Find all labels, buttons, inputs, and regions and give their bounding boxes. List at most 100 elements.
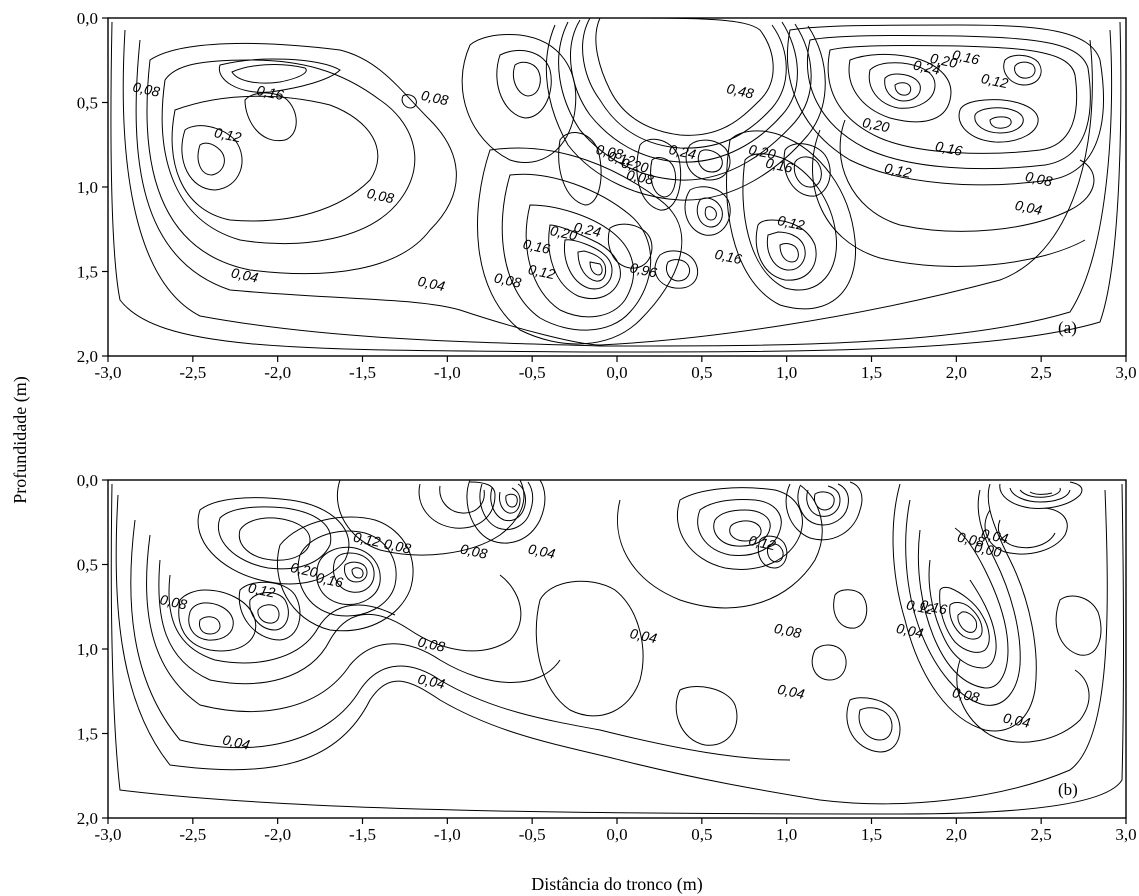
x-tick-label: 0,0 <box>606 363 627 382</box>
y-tick-label: 1,0 <box>77 640 98 659</box>
y-tick-label: 0,5 <box>77 94 98 113</box>
contour-label: 0,08 <box>951 684 981 705</box>
contour-label: 0,04 <box>980 525 1010 546</box>
contour-label: 0,12 <box>606 148 636 169</box>
panel-b-contours <box>110 479 1124 815</box>
contour-label: 0,16 <box>255 82 285 103</box>
y-tick-label: 1,0 <box>77 178 98 197</box>
contour-label: 0,04 <box>1002 710 1032 731</box>
x-tick-label: 3,0 <box>1115 825 1136 844</box>
panel-b-y-ticks: 0,0 0,5 1,0 1,5 2,0 <box>77 471 108 828</box>
panel-a-y-ticks: 0,0 0,5 1,0 1,5 2,0 <box>77 9 108 366</box>
contour-label: 0,04 <box>776 681 806 702</box>
x-tick-label: 3,0 <box>1115 363 1136 382</box>
x-tick-label: 0,5 <box>691 825 712 844</box>
contour-label: 0,24 <box>573 219 603 240</box>
contour-label: 0,16 <box>713 246 743 267</box>
x-tick-label: 2,0 <box>946 363 967 382</box>
contour-label: 0,08 <box>493 269 523 290</box>
panel-a-label: (a) <box>1058 318 1077 337</box>
x-tick-label: 0,0 <box>606 825 627 844</box>
x-tick-label: -2,5 <box>179 825 206 844</box>
panel-a-contours <box>110 18 1122 353</box>
x-tick-label: -1,5 <box>349 825 376 844</box>
contour-label: 0,48 <box>725 80 755 101</box>
panel-b-contour-labels: 0,080,120,200,160,12 0,080,080,040,040,08… <box>159 525 1032 753</box>
contour-label: 0,04 <box>416 671 446 692</box>
contour-label: 0,08 <box>420 87 450 108</box>
contour-label: 0,16 <box>934 138 964 159</box>
contour-label: 0,16 <box>919 596 949 617</box>
x-tick-label: -0,5 <box>519 825 546 844</box>
contour-label: 0,08 <box>1024 168 1054 189</box>
contour-label: 0,08 <box>956 529 986 550</box>
contour-label: 0,12 <box>352 529 382 550</box>
contour-label: 0,12 <box>747 532 777 553</box>
x-tick-label: -3,0 <box>95 825 122 844</box>
panel-a-frame <box>107 17 1127 357</box>
contour-label: 0,08 <box>131 79 161 100</box>
contour-label: 0,24 <box>912 57 942 78</box>
contour-label: 0,20 <box>747 141 777 162</box>
panel-a: 0,08 0,160,120,080,080,04 0,04 0,08 0,120,16… <box>77 9 1137 382</box>
contour-label: 0,20 <box>861 114 891 135</box>
x-tick-label: 2,5 <box>1031 363 1052 382</box>
x-tick-label: 1,5 <box>861 363 882 382</box>
y-axis-title: Profundidade (m) <box>10 376 31 503</box>
x-tick-label: 1,0 <box>776 363 797 382</box>
x-tick-label: -3,0 <box>95 363 122 382</box>
panel-a-x-ticks: -3,0 -2,5 -2,0 -1,5 -1,0 -0,5 0,0 0,5 1,0 1,5 2,0 2… <box>95 356 1137 382</box>
contour-label: 0,04 <box>527 541 557 562</box>
contour-label: 0,04 <box>230 264 260 285</box>
contour-label: 0,12 <box>905 596 935 617</box>
y-tick-label: 0,5 <box>77 556 98 575</box>
contour-label: 0,08 <box>459 541 489 562</box>
contour-label: 0,16 <box>951 46 981 67</box>
contour-label: 0,12 <box>213 124 243 145</box>
y-tick-label: 2,0 <box>77 347 98 366</box>
contour-label: 0,08 <box>366 185 396 206</box>
contour-label: 0,04 <box>628 625 658 646</box>
panel-b-label: (b) <box>1058 780 1078 799</box>
contour-label: 0,12 <box>247 579 277 600</box>
contour-label: 0,08 <box>159 591 189 612</box>
x-tick-label: 1,0 <box>776 825 797 844</box>
y-tick-label: 2,0 <box>77 809 98 828</box>
contour-label: 0,04 <box>895 620 925 641</box>
x-tick-label: 2,5 <box>1031 825 1052 844</box>
contour-label: 0,08 <box>773 620 803 641</box>
x-tick-label: -2,0 <box>264 363 291 382</box>
contour-label: 0,08 <box>595 141 625 162</box>
contour-label: 0,00 <box>973 539 1003 560</box>
x-tick-label: -2,0 <box>264 825 291 844</box>
contour-label: 0,20 <box>549 222 579 243</box>
contour-label: 0,96 <box>628 259 658 280</box>
contour-label: 0,20 <box>929 50 959 71</box>
contour-label: 0,20 <box>289 559 319 580</box>
contour-label: 0,08 <box>382 535 412 556</box>
x-tick-label: -0,5 <box>519 363 546 382</box>
x-tick-label: -2,5 <box>179 363 206 382</box>
x-tick-label: 2,0 <box>946 825 967 844</box>
contour-label: 0,08 <box>625 166 655 187</box>
panel-b-x-ticks: -3,0 -2,5 -2,0 -1,5 -1,0 -0,5 0,0 0,5 1,0 1,5 2,0 2… <box>95 818 1137 844</box>
y-tick-label: 1,5 <box>77 263 98 282</box>
contour-label: 0,12 <box>980 70 1010 91</box>
y-tick-label: 1,5 <box>77 725 98 744</box>
y-tick-label: 0,0 <box>77 471 98 490</box>
contour-label: 0,16 <box>522 236 552 257</box>
contour-label: 0,04 <box>1014 197 1044 218</box>
x-tick-label: 0,5 <box>691 363 712 382</box>
contour-label: 0,24 <box>668 141 698 162</box>
x-tick-label: -1,0 <box>434 825 461 844</box>
x-tick-label: -1,5 <box>349 363 376 382</box>
panel-a-contour-labels: 0,08 0,160,120,080,080,04 0,04 0,08 0,120,16… <box>131 46 1054 294</box>
y-tick-label: 0,0 <box>77 9 98 28</box>
contour-label: 0,04 <box>416 273 446 294</box>
contour-label: 0,04 <box>221 731 251 752</box>
contour-label: 0,08 <box>416 633 446 654</box>
x-tick-label: -1,0 <box>434 363 461 382</box>
contour-label: 0,12 <box>883 160 913 181</box>
x-tick-label: 1,5 <box>861 825 882 844</box>
